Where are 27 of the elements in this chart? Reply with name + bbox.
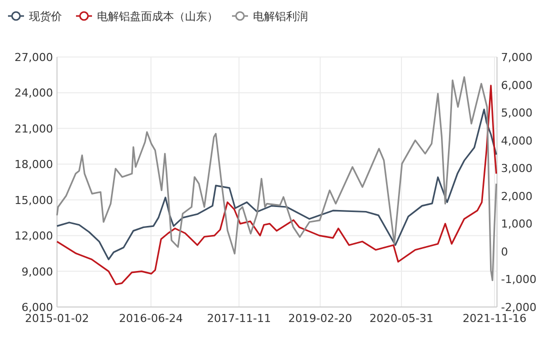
y2-tick-label: 0 <box>501 245 508 258</box>
x-tick-label: 2020-05-31 <box>370 312 434 325</box>
legend-label: 电解铝利润 <box>253 10 308 23</box>
x-tick-label: 2021-11-16 <box>462 312 527 325</box>
legend-label: 现货价 <box>29 10 62 23</box>
y2-tick-label: -1,000 <box>501 273 536 286</box>
y2-tick-label: -2,000 <box>501 301 536 314</box>
y-tick-label: 15,000 <box>14 194 53 207</box>
y2-tick-label: 1,000 <box>501 218 532 231</box>
y-tick-label: 24,000 <box>14 86 53 100</box>
y-tick-label: 27,000 <box>14 51 53 64</box>
y2-tick-label: 7,000 <box>501 51 532 64</box>
y-tick-label: 6,000 <box>22 301 53 314</box>
y2-tick-label: 6,000 <box>501 78 532 92</box>
x-tick-label: 2016-06-24 <box>118 312 183 325</box>
y-tick-label: 21,000 <box>14 122 53 136</box>
y-tick-label: 12,000 <box>14 230 53 243</box>
y2-tick-label: 3,000 <box>501 162 532 176</box>
x-tick-label: 2019-02-20 <box>288 312 352 325</box>
y2-tick-label: 2,000 <box>501 190 532 203</box>
x-tick-label: 2017-11-11 <box>207 312 271 325</box>
y2-tick-label: 5,000 <box>501 106 532 120</box>
legend-label: 电解铝盘面成本（山东） <box>97 10 218 23</box>
y-tick-label: 9,000 <box>22 265 53 278</box>
x-tick-label: 2015-01-02 <box>25 312 89 325</box>
y2-tick-label: 4,000 <box>501 134 532 148</box>
y-tick-label: 18,000 <box>14 158 53 172</box>
